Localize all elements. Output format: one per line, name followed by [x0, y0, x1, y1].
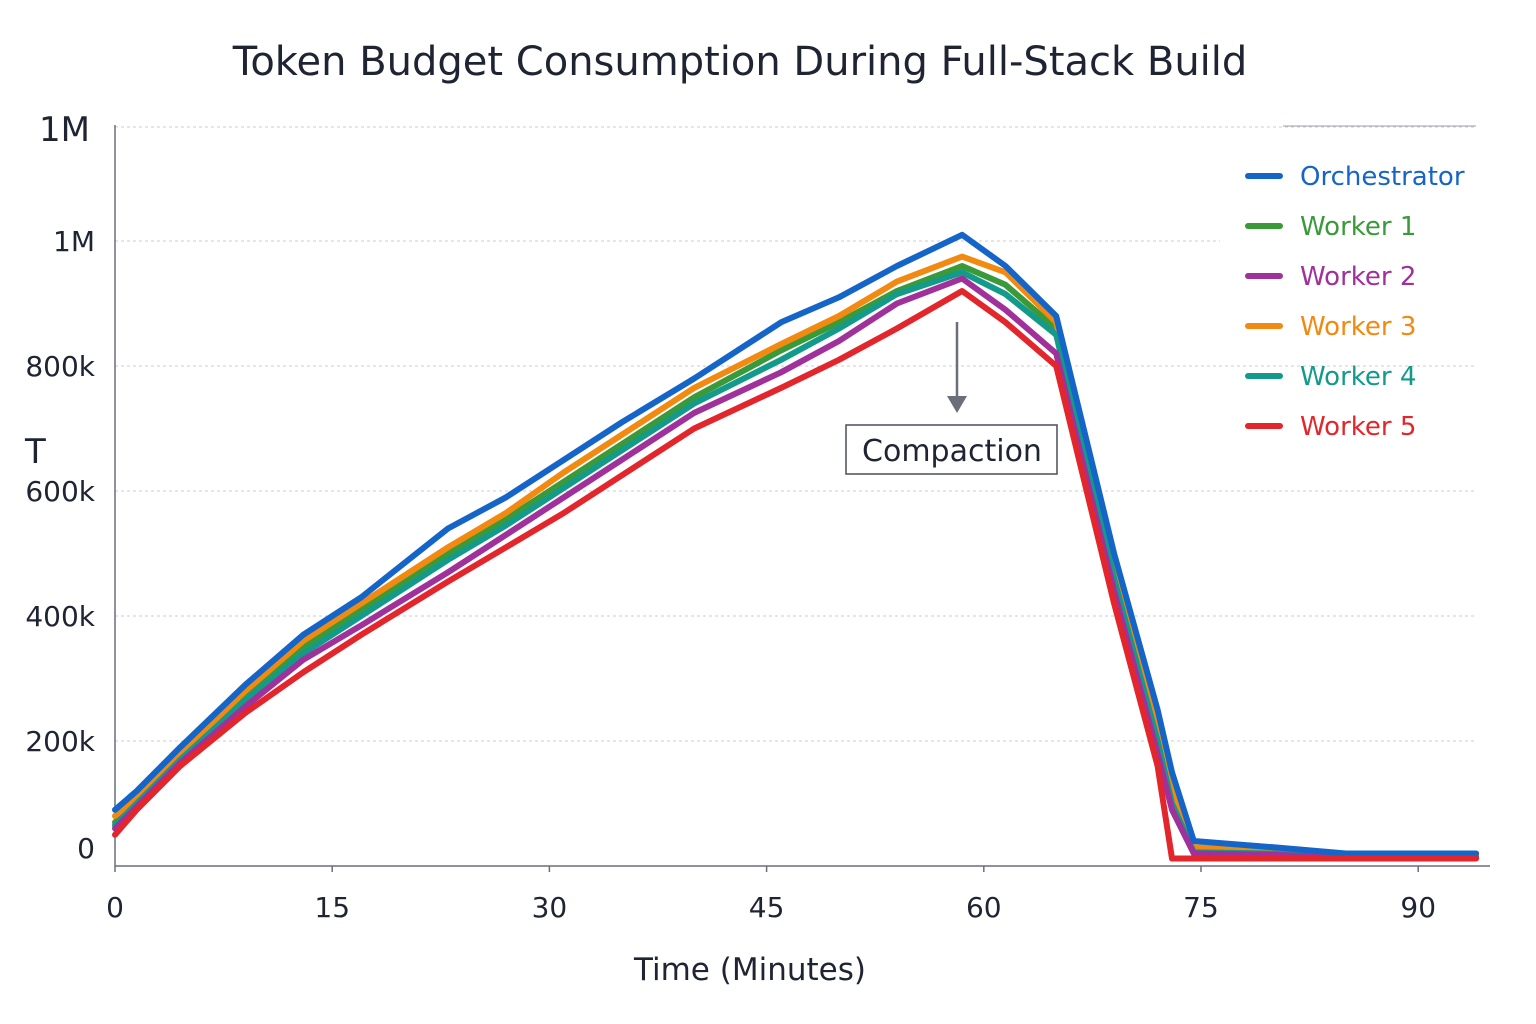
compaction-annotation: Compaction: [845, 322, 1058, 475]
y-tick-labels: 0 200k 400k 600k 800k 1M 1M: [25, 110, 95, 865]
x-axis-label: Time (Minutes): [633, 952, 866, 988]
y-tick-label: 1M: [39, 110, 90, 150]
y-tick-label: 600k: [25, 475, 95, 508]
annotation-label: Compaction: [862, 434, 1042, 469]
y-tick-label: 200k: [25, 725, 95, 758]
series-line-worker-2: [112, 275, 1480, 861]
chart-title: Token Budget Consumption During Full-Sta…: [232, 39, 1248, 85]
y-tick-label: 0: [77, 832, 95, 865]
y-axis-label: T: [24, 432, 46, 472]
series-line-orchestrator: [112, 231, 1480, 857]
series-line-worker-3: [112, 253, 1480, 859]
legend-label: Worker 4: [1300, 362, 1416, 392]
x-tick-labels: 0 15 30 45 60 75 90: [106, 866, 1436, 924]
x-tick-label: 90: [1400, 891, 1436, 924]
x-tick-label: 45: [749, 891, 785, 924]
axes: [114, 125, 1490, 867]
annotation-arrow-head: [947, 396, 967, 413]
legend-label: Worker 2: [1300, 262, 1416, 292]
legend-label: Worker 3: [1300, 312, 1416, 342]
legend-label: Worker 5: [1300, 412, 1416, 442]
x-tick-label: 60: [966, 891, 1002, 924]
series-lines: [112, 231, 1480, 862]
legend-label: Worker 1: [1300, 212, 1416, 242]
legend-label: Orchestrator: [1300, 162, 1465, 192]
series-line-worker-5: [112, 288, 1480, 862]
x-tick-label: 30: [532, 891, 568, 924]
series-line-worker-4: [112, 269, 1480, 861]
annotation-box: [845, 424, 1058, 475]
y-tick-label: 400k: [25, 600, 95, 633]
legend: Orchestrator Worker 1 Worker 2 Worker 3 Work…: [1245, 125, 1476, 442]
y-tick-label: 1M: [53, 225, 95, 258]
x-tick-label: 15: [314, 891, 350, 924]
x-tick-label: 75: [1183, 891, 1219, 924]
y-tick-label: 800k: [25, 350, 95, 383]
x-tick-label: 0: [106, 891, 124, 924]
